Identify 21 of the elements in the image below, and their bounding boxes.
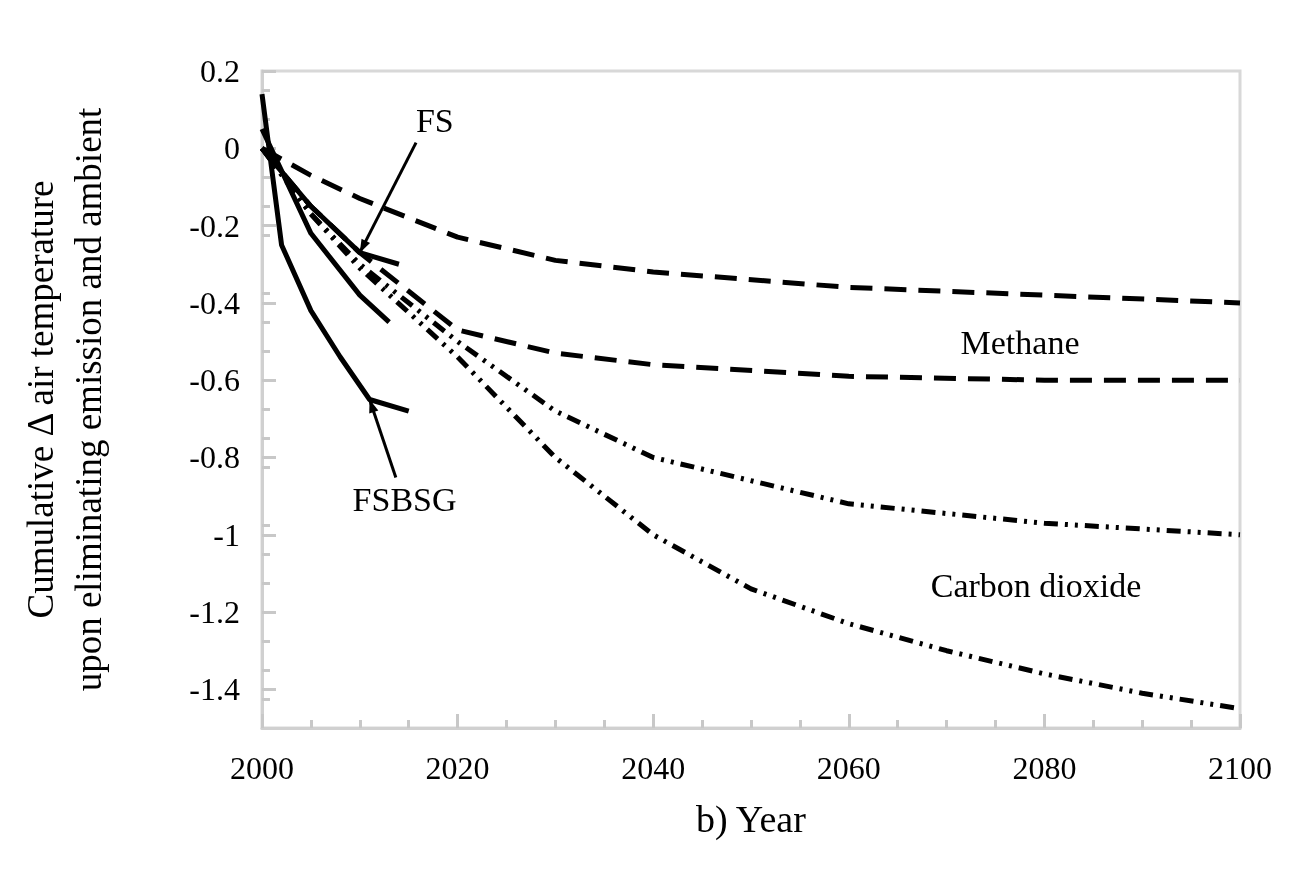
x-tick-label: 2040: [621, 750, 686, 786]
y-tick-label: -1.4: [189, 671, 240, 708]
x-tick-label: 2060: [816, 750, 881, 786]
y-tick-label: 0: [224, 130, 240, 167]
y-tick-label: -0.2: [189, 207, 240, 244]
y-tick-label: -1: [213, 516, 240, 553]
x-axis-title: b) Year: [696, 798, 807, 841]
y-tick-label: 0.2: [200, 53, 240, 89]
annotation: FSBSG: [352, 481, 457, 518]
y-tick-label: -1.2: [189, 594, 240, 631]
x-tick-label: 2020: [425, 750, 490, 786]
x-tick-label: 2100: [1208, 750, 1272, 786]
x-tick-label: 2000: [230, 750, 294, 786]
x-tick-label: 2080: [1012, 750, 1077, 786]
annotation: FS: [415, 102, 454, 140]
y-tick-label: -0.8: [189, 439, 240, 476]
annotation: Methane: [960, 323, 1080, 361]
y-tick-label: -0.4: [189, 284, 240, 321]
annotation: Carbon dioxide: [930, 566, 1142, 604]
y-tick-label: -0.6: [189, 362, 240, 399]
y-axis-title: Cumulative Δ air temperature upon eliminating emission and ambient: [19, 106, 109, 692]
